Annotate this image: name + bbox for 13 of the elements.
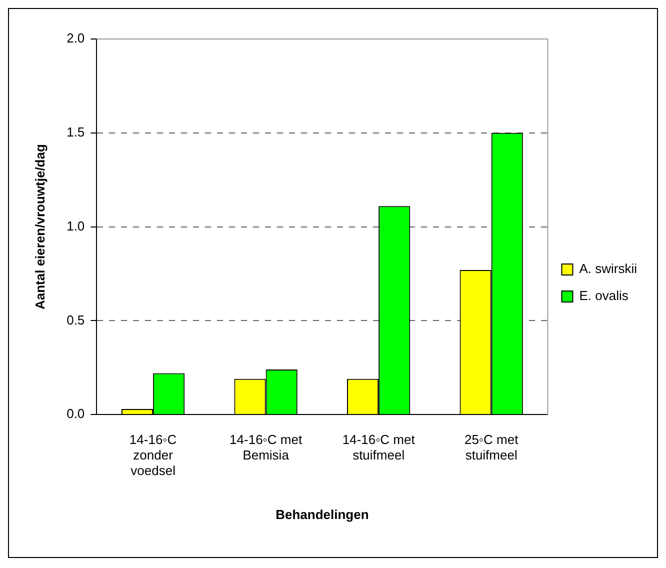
x-axis-title: Behandelingen (276, 506, 369, 522)
x-tick-label: 25◦C met stuifmeel (464, 432, 519, 463)
y-tick-label: 1.0 (66, 218, 85, 234)
x-tick-label: 14-16◦C met stuifmeel (342, 432, 416, 463)
x-tick-label: 14-16◦C met Bemisia (230, 432, 302, 463)
legend-label: A. swirskii (579, 261, 638, 276)
y-tick-label: 1.5 (66, 124, 85, 140)
legend-label: E. ovalis (579, 288, 629, 304)
y-tick-label: 0.5 (66, 312, 85, 328)
y-tick-label: 0.0 (66, 406, 85, 422)
x-tick-label: 14-16◦C zonder voedsel (129, 432, 177, 478)
y-tick-label: 2.0 (66, 30, 85, 46)
y-axis-title: Aantal eieren/vrouwtje/dag (32, 144, 48, 310)
